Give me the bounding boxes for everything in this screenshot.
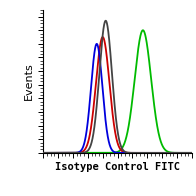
- X-axis label: Isotype Control FITC: Isotype Control FITC: [55, 162, 180, 172]
- Y-axis label: Events: Events: [24, 63, 34, 100]
